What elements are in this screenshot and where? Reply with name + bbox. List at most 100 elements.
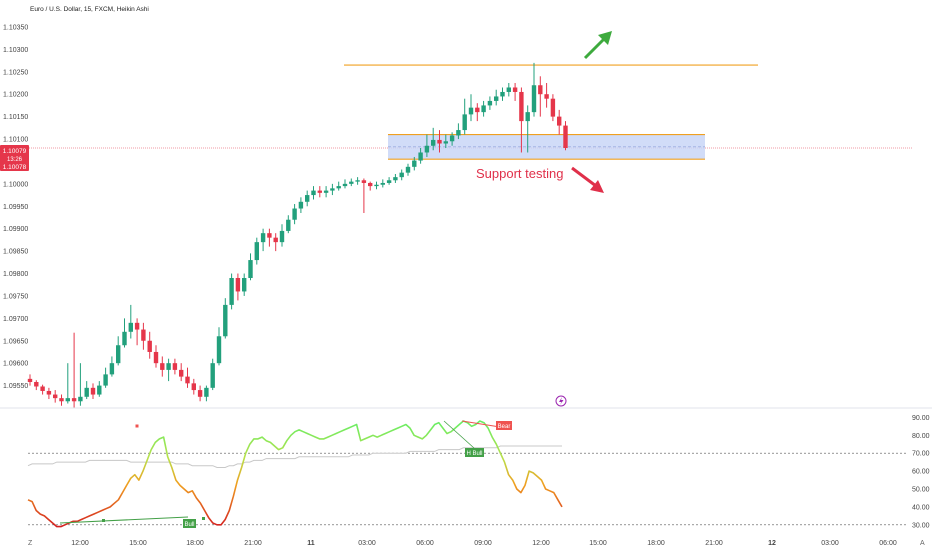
candle	[128, 304, 133, 339]
candle	[557, 109, 562, 135]
candle-body	[557, 116, 562, 126]
candle-body	[235, 278, 241, 292]
candle	[116, 336, 121, 366]
candle	[103, 367, 108, 388]
candle-body	[166, 363, 171, 370]
oscillator-axis[interactable]: 90.00 80.00 70.00 60.00 50.00 40.00 30.00	[912, 415, 930, 529]
candle	[323, 186, 329, 198]
oscillator-moving-average	[27, 445, 562, 468]
bear-divergence-line	[461, 420, 501, 428]
candle	[538, 76, 543, 117]
candle	[330, 183, 335, 196]
candle-body	[172, 363, 178, 370]
up-arrow[interactable]	[583, 31, 612, 60]
oscillator-tick-label: 60.00	[912, 469, 930, 476]
candle-body	[134, 322, 140, 330]
oscillator-tick-label: 30.00	[912, 522, 930, 529]
candle-body	[342, 183, 348, 187]
candle-body	[71, 398, 77, 402]
candle-body	[216, 336, 222, 364]
down-arrow[interactable]	[571, 166, 604, 193]
candle	[292, 204, 297, 225]
auto-scale-button[interactable]: A	[920, 540, 925, 547]
candle-body	[254, 242, 259, 261]
candle	[59, 394, 64, 406]
candle	[40, 384, 45, 395]
candle	[279, 224, 285, 247]
time-tick-label: 21:00	[705, 540, 723, 547]
candle	[393, 174, 398, 183]
bull-signal-dot	[102, 519, 105, 522]
candle-body	[380, 182, 385, 185]
time-tick-label: 15:00	[129, 540, 147, 547]
candle	[443, 134, 448, 148]
candle-body	[267, 233, 272, 238]
candle-body	[59, 398, 64, 402]
candle-body	[519, 91, 524, 122]
candle-body	[116, 345, 121, 364]
candle-body	[185, 376, 190, 384]
time-axis[interactable]: 12:00 15:00 18:00 21:00 11 03:00 06:00 09:00 12:…	[71, 540, 897, 547]
time-tick-label: 09:00	[474, 540, 492, 547]
time-tick-label: 18:00	[647, 540, 665, 547]
candle	[494, 89, 499, 106]
candle-body	[368, 182, 373, 187]
candle	[431, 127, 436, 151]
candle	[46, 387, 52, 400]
candle	[361, 178, 367, 213]
candle	[286, 215, 291, 234]
candle	[506, 83, 511, 97]
price-tag-countdown: 13:26	[7, 157, 23, 163]
price-panel[interactable]: 1.10350 1.10300 1.10250 1.10200 1.10150 1.101…	[0, 24, 912, 408]
candle	[122, 318, 127, 348]
candle-body	[323, 190, 329, 193]
oscillator-tick-label: 50.00	[912, 487, 930, 494]
candle-body	[103, 374, 108, 386]
candle	[97, 381, 102, 397]
candle	[71, 332, 77, 408]
price-tag-open: 1.10078	[3, 164, 27, 171]
candle-body	[374, 184, 379, 187]
candle	[78, 363, 83, 406]
candle	[525, 105, 530, 153]
price-axis[interactable]: 1.10350 1.10300 1.10250 1.10200 1.10150 1.101…	[3, 24, 28, 390]
down-arrow-head	[590, 180, 604, 193]
candle	[500, 87, 505, 101]
candle-body	[286, 219, 291, 231]
price-tick-label: 1.09950	[3, 204, 28, 211]
candle	[418, 148, 423, 164]
candle-body	[242, 278, 247, 292]
price-tick-label: 1.09900	[3, 226, 28, 233]
candle-body	[550, 98, 556, 117]
candle	[197, 385, 203, 402]
candle-body	[449, 135, 455, 142]
oscillator-panel[interactable]: 90.00 80.00 70.00 60.00 50.00 40.00 30.00 Bull…	[0, 407, 932, 529]
price-tag-background	[0, 145, 29, 171]
candle	[223, 298, 228, 339]
candle-body	[431, 139, 436, 146]
candle	[216, 327, 222, 366]
price-tick-label: 1.09850	[3, 249, 28, 256]
candle	[53, 390, 58, 403]
support-testing-label[interactable]: Support testing	[476, 166, 563, 181]
candle	[456, 123, 461, 140]
candle-body	[330, 188, 335, 191]
candle	[191, 378, 196, 395]
candle-body	[153, 351, 159, 364]
candle	[563, 121, 568, 151]
candle-body	[481, 105, 486, 113]
price-tick-label: 1.09750	[3, 293, 28, 300]
oscillator-line	[27, 420, 563, 528]
candle-body	[361, 180, 367, 183]
bull-label-text: Bull	[184, 522, 194, 528]
event-lightning-icon[interactable]	[555, 395, 567, 407]
price-tick-label: 1.10150	[3, 114, 28, 121]
price-tick-label: 1.09600	[3, 361, 28, 368]
candle-body	[90, 387, 96, 395]
candle	[179, 363, 184, 382]
candle-body	[34, 382, 39, 387]
bull-signal-dot	[202, 517, 205, 520]
price-tick-label: 1.10350	[3, 24, 28, 31]
zoom-reset-button[interactable]: Z	[28, 540, 33, 547]
